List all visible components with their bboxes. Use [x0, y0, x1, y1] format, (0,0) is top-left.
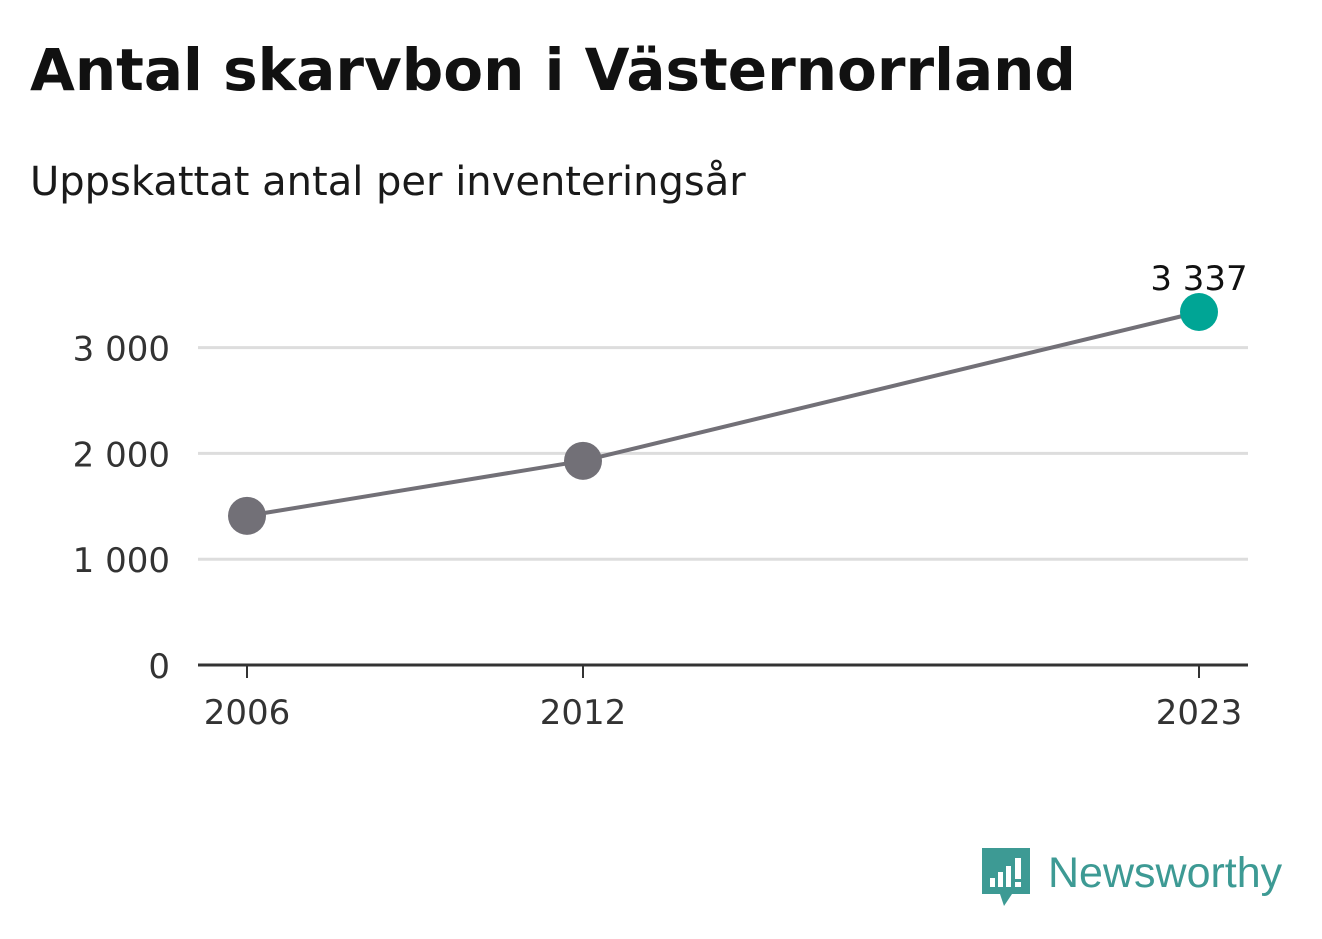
- x-tick-label: 2023: [1156, 693, 1243, 733]
- y-tick-label: 1 000: [73, 541, 170, 581]
- chart-subtitle: Uppskattat antal per inventeringsår: [30, 159, 746, 205]
- brand-logo: Newsworthy: [982, 848, 1282, 910]
- series-line-layer: [246, 310, 1200, 518]
- y-tick-label: 3 000: [73, 330, 170, 370]
- y-tick-label: 2 000: [73, 435, 170, 475]
- data-point: [564, 441, 602, 480]
- gridlines: [198, 346, 1248, 561]
- series-line: [246, 310, 1200, 518]
- y-axis-ticks: 0 1 000 2 000 3 000: [73, 330, 170, 687]
- data-labels: 3 337: [1150, 259, 1247, 299]
- chart-title: Antal skarvbon i Västernorrland: [30, 36, 1076, 104]
- x-tick-label: 2006: [204, 693, 291, 733]
- data-label: 3 337: [1150, 259, 1247, 299]
- data-point: [228, 496, 266, 535]
- highlight-point: [1180, 293, 1218, 331]
- y-tick-label: 0: [148, 647, 170, 687]
- x-tick-label: 2012: [540, 693, 627, 733]
- newsworthy-logo-icon: [982, 848, 1030, 906]
- brand-name: Newsworthy: [1048, 849, 1283, 897]
- data-points: [228, 293, 1218, 535]
- x-axis-ticks: 2006 2012 2023: [204, 665, 1243, 733]
